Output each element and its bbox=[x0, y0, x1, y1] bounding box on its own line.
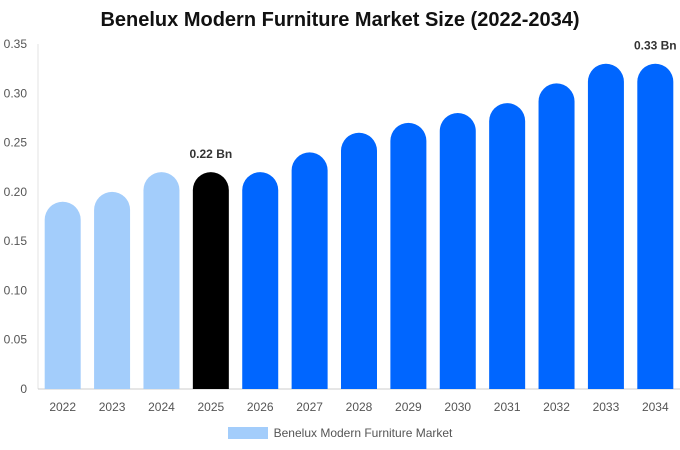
data-labels: 0.22 Bn 0.33 Bn bbox=[190, 39, 677, 161]
bars bbox=[44, 63, 674, 389]
x-tick-label: 2029 bbox=[395, 400, 422, 414]
data-label-2034: 0.33 Bn bbox=[634, 39, 677, 53]
y-tick-label: 0 bbox=[20, 382, 27, 396]
x-tick-label: 2024 bbox=[148, 400, 175, 414]
bar-2025 bbox=[192, 172, 229, 389]
bar-2030 bbox=[439, 113, 476, 389]
legend: Benelux Modern Furniture Market bbox=[0, 426, 680, 440]
y-tick-label: 0.05 bbox=[4, 333, 28, 347]
legend-label: Benelux Modern Furniture Market bbox=[273, 426, 453, 440]
x-tick-label: 2026 bbox=[247, 400, 274, 414]
bar-2034 bbox=[637, 63, 674, 389]
y-tick-label: 0.30 bbox=[4, 86, 28, 100]
x-tick-label: 2034 bbox=[642, 400, 669, 414]
x-tick-label: 2025 bbox=[197, 400, 224, 414]
bar-2026 bbox=[242, 172, 279, 389]
x-tick-label: 2032 bbox=[543, 400, 570, 414]
x-tick-label: 2022 bbox=[49, 400, 76, 414]
chart-title: Benelux Modern Furniture Market Size (20… bbox=[100, 9, 580, 31]
legend-swatch bbox=[227, 427, 268, 439]
bar-2023 bbox=[94, 191, 131, 389]
x-tick-label: 2028 bbox=[346, 400, 373, 414]
x-tick-label: 2023 bbox=[99, 400, 126, 414]
y-tick-label: 0.35 bbox=[4, 37, 28, 51]
bar-2031 bbox=[489, 103, 526, 389]
y-axis-ticks: 0 0.05 0.10 0.15 0.20 0.25 0.30 0.35 bbox=[4, 37, 28, 396]
y-tick-label: 0.10 bbox=[4, 283, 28, 297]
x-tick-label: 2031 bbox=[494, 400, 521, 414]
x-tick-label: 2027 bbox=[296, 400, 323, 414]
data-label-2025: 0.22 Bn bbox=[190, 147, 233, 161]
bar-2027 bbox=[291, 152, 328, 389]
x-tick-label: 2033 bbox=[593, 400, 620, 414]
y-tick-label: 0.25 bbox=[4, 136, 28, 150]
y-tick-label: 0.15 bbox=[4, 234, 28, 248]
bar-2022 bbox=[44, 201, 81, 389]
bar-2028 bbox=[341, 132, 377, 389]
bar-2029 bbox=[390, 122, 427, 389]
x-tick-label: 2030 bbox=[444, 400, 471, 414]
bar-2033 bbox=[587, 63, 624, 389]
x-axis-ticks: 2022 2023 2024 2025 2026 2027 2028 2029 2030 2031… bbox=[49, 400, 669, 414]
bar-2032 bbox=[538, 83, 575, 389]
bar-2024 bbox=[143, 172, 180, 389]
y-tick-label: 0.20 bbox=[4, 185, 28, 199]
